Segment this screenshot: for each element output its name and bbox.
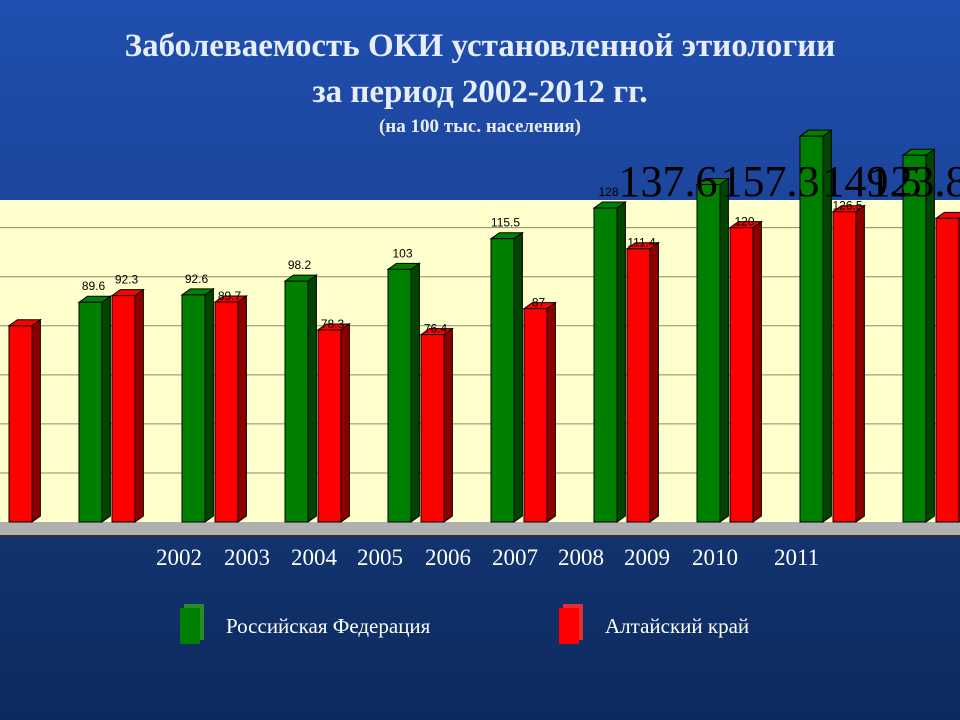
x-tick-label-2005: 2005 xyxy=(357,545,403,570)
data-label-ak-2007: 111.4 xyxy=(627,236,656,250)
bar-rf-2005 xyxy=(387,268,412,523)
bar-rf-2006 xyxy=(490,238,515,523)
data-label-rf-2003: 92.6 xyxy=(185,272,209,286)
legend-label-rf: Российская Федерация xyxy=(226,613,431,638)
x-tick-label-2010: 2010 xyxy=(692,545,738,570)
data-label-ak-2009: 126.5 xyxy=(832,199,862,213)
chart-title-period: за период 2002-2012 гг. xyxy=(312,74,648,110)
bar-ak-2006-side xyxy=(546,301,556,523)
bar-ak-2001 xyxy=(8,325,33,523)
data-label-ak-2004: 78.3 xyxy=(321,317,345,331)
x-tick-label-2011: 2011 xyxy=(774,545,820,570)
legend-swatch-rf xyxy=(180,608,200,644)
bar-ak-2007 xyxy=(626,248,651,523)
bar-ak-2005 xyxy=(420,334,445,523)
bar-ak-2001-side xyxy=(31,318,41,523)
bar-rf-2008 xyxy=(696,183,721,523)
x-tick-label-2007: 2007 xyxy=(492,545,538,570)
bar-rf-2007-side xyxy=(616,201,626,523)
bar-ak-2010 xyxy=(935,217,960,523)
big-data-label-1: 157.3 xyxy=(721,157,820,206)
bar-ak-2008-side xyxy=(752,220,762,523)
data-label-rf-2007: 128 xyxy=(598,185,618,199)
chart-subtitle-units: (на 100 тыс. населения) xyxy=(378,116,581,137)
bar-ak-2003 xyxy=(214,301,239,523)
legend-label-ak: Алтайский край xyxy=(605,613,750,638)
bar-rf-2003 xyxy=(181,294,206,523)
x-tick-label-2002: 2002 xyxy=(156,545,202,570)
bar-ak-2009-side xyxy=(855,204,865,523)
x-tick-label-2003: 2003 xyxy=(224,545,270,570)
bar-rf-2002 xyxy=(78,301,103,523)
x-tick-label-2008: 2008 xyxy=(558,545,604,570)
bar-rf-2010 xyxy=(902,154,927,523)
chart-floor xyxy=(0,522,960,536)
bar-ak-2006 xyxy=(523,308,548,523)
big-data-label-3: 123.8 xyxy=(869,157,960,206)
data-label-rf-2004: 98.2 xyxy=(288,258,312,272)
chart-title: Заболеваемость ОКИ установленной этиолог… xyxy=(124,28,836,64)
legend-item-ak: Алтайский край xyxy=(559,608,749,644)
bar-ak-2002 xyxy=(111,295,136,523)
bar-ak-2004-side xyxy=(340,322,350,523)
legend-swatch-ak xyxy=(559,608,579,644)
data-label-rf-2006: 115.5 xyxy=(491,216,520,230)
bar-ak-2004 xyxy=(317,329,342,523)
bar-rf-2008-side xyxy=(719,177,729,523)
bar-rf-2005-side xyxy=(410,262,420,523)
bar-rf-2006-side xyxy=(513,231,523,523)
bar-ak-2002-side xyxy=(134,288,144,523)
data-label-ak-2002: 92.3 xyxy=(115,273,139,287)
data-label-rf-2005: 103 xyxy=(392,246,412,260)
data-label-rf-2002: 89.6 xyxy=(82,279,106,293)
bar-rf-2003-side xyxy=(204,287,214,523)
bar-rf-2009 xyxy=(799,135,824,523)
x-tick-label-2004: 2004 xyxy=(291,545,337,570)
bar-rf-2004-side xyxy=(307,274,317,523)
data-label-ak-2005: 76.4 xyxy=(424,322,448,336)
x-tick-label-2006: 2006 xyxy=(425,545,471,570)
data-label-ak-2006: 87 xyxy=(532,296,546,310)
big-data-label-2: 149.5 xyxy=(823,157,922,206)
bar-rf-2004 xyxy=(284,280,309,523)
data-label-ak-2008: 120 xyxy=(734,215,754,229)
data-label-ak-2003: 89.7 xyxy=(218,289,242,303)
bar-ak-2003-side xyxy=(237,295,247,523)
bar-ak-2008 xyxy=(729,227,754,523)
bar-ak-2009 xyxy=(832,211,857,523)
bar-rf-2002-side xyxy=(101,295,111,523)
legend-item-rf: Российская Федерация xyxy=(180,608,430,644)
big-data-label-0: 137.6 xyxy=(619,157,718,206)
bar-rf-2007 xyxy=(593,207,618,523)
x-tick-label-2009: 2009 xyxy=(624,545,670,570)
bar-ak-2005-side xyxy=(443,327,453,523)
bar-ak-2007-side xyxy=(649,241,659,523)
